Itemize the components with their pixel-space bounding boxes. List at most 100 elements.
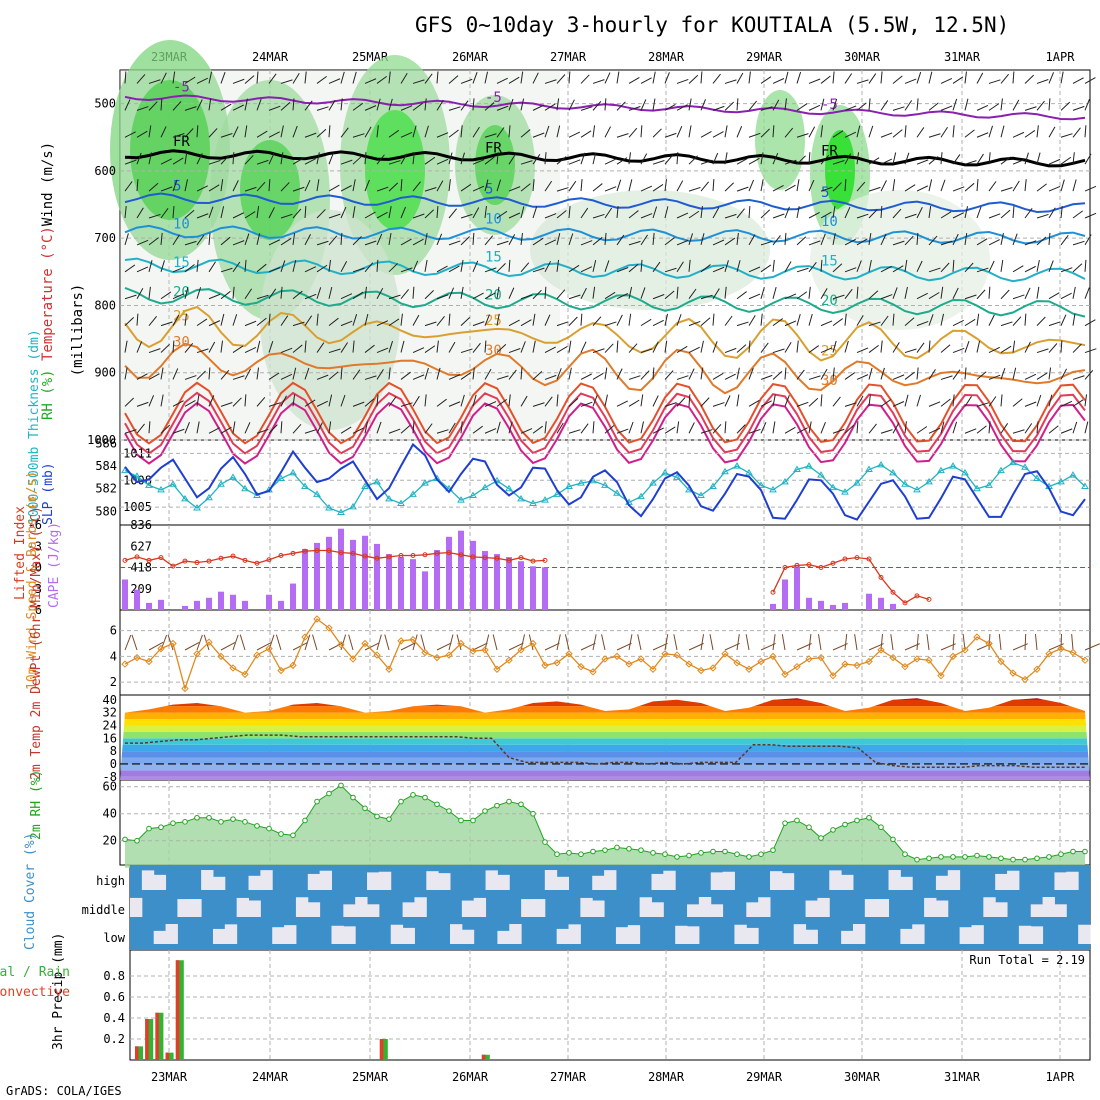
- wind-barb: [988, 260, 995, 273]
- wind-barb: [664, 104, 676, 111]
- wind10-point: [385, 665, 393, 673]
- wind-barb: [448, 75, 459, 84]
- wind-barb: [268, 153, 275, 165]
- wind-barb: [136, 130, 148, 138]
- cloud-gap: [521, 899, 534, 917]
- wind-barb: [856, 152, 860, 165]
- wind-barb: [472, 260, 479, 273]
- wind-barb: [952, 125, 955, 138]
- wind10-point: [793, 662, 801, 671]
- wind-tick: 2: [110, 675, 117, 689]
- wind-barb: [328, 259, 332, 272]
- wind-barb: [1084, 212, 1097, 219]
- wind-barb: [256, 317, 267, 327]
- wind-barb: [664, 267, 677, 273]
- wind-barb: [592, 316, 602, 326]
- wind-barb: [928, 369, 936, 380]
- wind-barb: [568, 398, 579, 407]
- rh-point: [758, 851, 764, 858]
- wind-barb: [376, 211, 388, 219]
- thickness-point: [469, 491, 477, 499]
- wind-barb: [244, 75, 255, 84]
- wind10-barb: [1034, 634, 1038, 651]
- cloud-gap: [983, 897, 996, 917]
- wind-barb: [712, 313, 715, 326]
- wind-barb: [928, 267, 941, 273]
- wind10-barb: [275, 634, 282, 651]
- wind-barb: [736, 367, 740, 380]
- wind-barb: [652, 128, 662, 138]
- wind-barb: [184, 313, 187, 326]
- isotherm-surface: [124, 381, 1086, 445]
- wind-barb: [712, 372, 724, 380]
- wind10-point: [961, 646, 969, 654]
- wind-barb: [448, 208, 457, 219]
- wind-barb: [652, 395, 659, 407]
- wind-barb: [292, 232, 296, 245]
- wind10-point: [361, 639, 369, 648]
- wind-barb: [328, 125, 331, 138]
- temp-tick: 24: [103, 718, 117, 732]
- wind-barb: [772, 184, 784, 192]
- wind-barb: [784, 206, 790, 219]
- wind-barb: [1072, 263, 1083, 273]
- wind-barb: [688, 368, 695, 380]
- wind-barb: [904, 213, 917, 219]
- wind-barb: [460, 152, 465, 165]
- wind-barb: [1012, 180, 1020, 192]
- wind-barb: [460, 421, 463, 434]
- wind10-point: [349, 655, 357, 663]
- cloud-gap: [165, 924, 178, 944]
- cape-bar: [338, 528, 344, 610]
- wind-barb: [736, 157, 748, 165]
- wind-barb: [256, 98, 262, 111]
- temp-tick: 0: [110, 757, 117, 771]
- wind-barb: [964, 396, 972, 407]
- cloud-gap: [888, 870, 901, 890]
- wind-barb: [148, 237, 159, 246]
- wind-barb: [220, 179, 224, 192]
- rh-point: [194, 814, 200, 821]
- cloud-gap: [390, 924, 404, 944]
- wind-barb: [880, 71, 883, 84]
- thickness-tick: 586: [95, 436, 117, 450]
- wind-barb: [1060, 179, 1065, 192]
- wind-barb: [184, 343, 194, 353]
- wind-barb: [508, 212, 521, 219]
- wind-barb: [652, 71, 656, 84]
- rh-shading: [475, 125, 515, 205]
- rh-point: [1070, 848, 1076, 855]
- wind-barb: [460, 100, 469, 111]
- wind-barb: [736, 394, 740, 407]
- wind-barb: [280, 125, 284, 138]
- wind-barb: [544, 180, 553, 192]
- wind-barb: [724, 421, 727, 434]
- wind-barb: [532, 340, 536, 353]
- wind-barb: [880, 100, 889, 111]
- wind-barb: [808, 345, 820, 353]
- wind-barb: [280, 286, 283, 299]
- wind-barb: [976, 267, 989, 273]
- wind-barb: [436, 180, 444, 192]
- wind-barb: [868, 98, 871, 111]
- cloud-gap: [900, 928, 913, 944]
- rh-point: [770, 847, 776, 853]
- wind-barb: [652, 184, 664, 192]
- wind-barb: [460, 183, 472, 192]
- thickness-tick: 582: [95, 482, 117, 496]
- wind-barb: [532, 267, 545, 273]
- wind-barb: [244, 394, 247, 407]
- wind-barb: [208, 341, 216, 353]
- wind-barb: [340, 426, 352, 434]
- cape-bar: [794, 566, 800, 610]
- wind-barb: [136, 239, 149, 246]
- wind-barb: [388, 232, 392, 245]
- wind10-barb: [564, 634, 570, 651]
- wind10-point: [493, 665, 501, 673]
- cloud-gap: [852, 924, 866, 944]
- wind-barb: [784, 71, 789, 84]
- wind-barb: [1072, 286, 1076, 299]
- wind-barb: [940, 262, 950, 273]
- wind-barb: [364, 262, 374, 273]
- slp-line: [124, 442, 1086, 521]
